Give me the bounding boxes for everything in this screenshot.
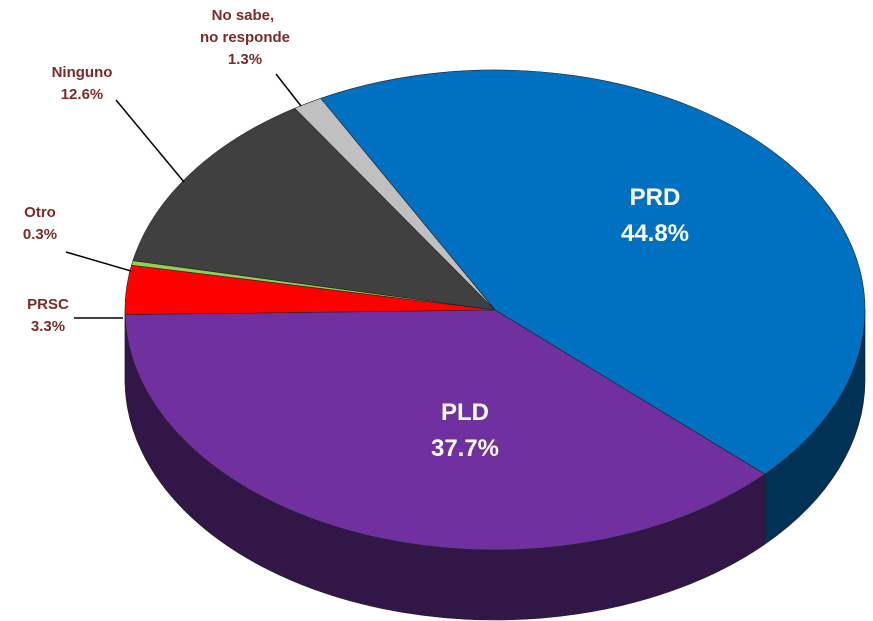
slice-label: PRD: [630, 184, 681, 211]
slice-label: No sabe, no responde: [200, 7, 290, 46]
slice-value-label: 12.6%: [61, 86, 104, 103]
slice: [132, 107, 496, 311]
slice-value-label: 3.3%: [31, 318, 65, 335]
slice-value-label: 1.3%: [228, 51, 262, 68]
leader-line: [275, 73, 302, 107]
slice: [294, 97, 496, 311]
slice-label: PLD: [441, 399, 489, 426]
slice-value-label: 37.7%: [431, 435, 499, 462]
leader-line: [115, 99, 185, 183]
label-line: no responde: [200, 29, 290, 46]
slice-value-label: 0.3%: [23, 226, 57, 243]
label-line: No sabe,: [212, 7, 279, 24]
slice-label: PRSC: [27, 296, 69, 313]
slice: [320, 69, 866, 475]
slice-label: Ninguno: [52, 64, 113, 81]
slice-label: Otro: [24, 204, 56, 221]
slice: [124, 309, 766, 551]
leader-line: [65, 251, 132, 272]
slice-value-label: 44.8%: [621, 220, 689, 247]
